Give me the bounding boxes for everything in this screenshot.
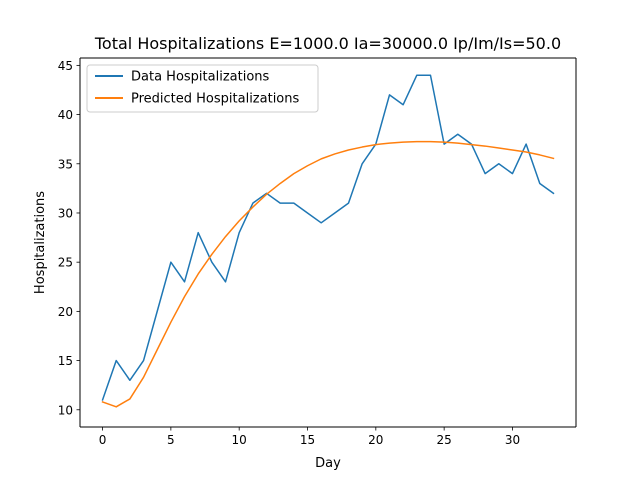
y-tick-label: 20 — [58, 305, 73, 319]
x-tick-label: 0 — [99, 433, 107, 447]
legend-label-predicted: Predicted Hospitalizations — [131, 92, 300, 107]
x-axis-ticks: 0 5 10 15 20 25 30 — [99, 427, 520, 447]
legend: Data Hospitalizations Predicted Hospital… — [86, 64, 319, 113]
x-tick-label: 5 — [167, 433, 175, 447]
y-tick-label: 10 — [58, 403, 73, 417]
series-line-data-hospitalizations — [101, 74, 555, 401]
y-axis-ticks: 10 15 20 25 30 35 40 45 — [58, 59, 80, 417]
y-tick-label: 30 — [58, 206, 73, 220]
x-axis-label: Day — [315, 456, 341, 471]
legend-label-data: Data Hospitalizations — [131, 70, 270, 85]
series-line-predicted-hospitalizations — [101, 140, 555, 408]
plot-area — [80, 58, 576, 427]
x-tick-label: 25 — [437, 433, 452, 447]
x-tick-label: 10 — [232, 433, 247, 447]
y-tick-label: 45 — [58, 59, 73, 73]
y-tick-label: 35 — [58, 157, 73, 171]
axes-frame — [79, 57, 577, 428]
chart-title: Total Hospitalizations E=1000.0 Ia=30000… — [94, 34, 561, 53]
legend-frame — [86, 64, 319, 113]
y-tick-label: 15 — [58, 354, 73, 368]
x-tick-label: 30 — [505, 433, 520, 447]
y-axis-label: Hospitalizations — [33, 191, 48, 294]
y-tick-label: 40 — [58, 108, 73, 122]
series-layer — [101, 74, 555, 408]
x-tick-label: 15 — [300, 433, 315, 447]
y-tick-label: 25 — [58, 256, 73, 270]
x-tick-label: 20 — [368, 433, 383, 447]
